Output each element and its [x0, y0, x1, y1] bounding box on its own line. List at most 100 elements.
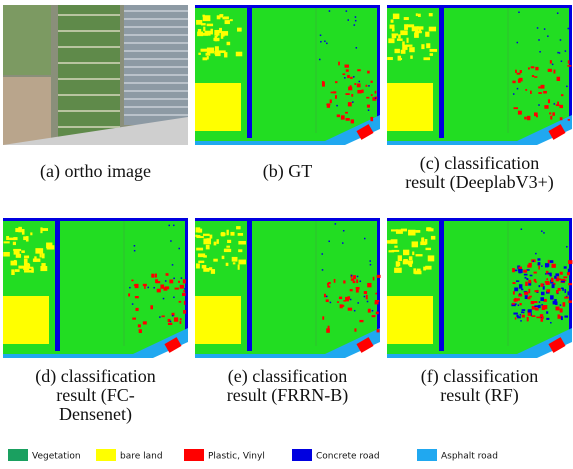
caption: (a) ortho image — [40, 161, 151, 182]
field — [58, 5, 120, 140]
plastic — [143, 321, 147, 324]
plastic — [538, 266, 540, 270]
speck — [541, 230, 543, 232]
bare-speck — [397, 38, 403, 40]
plastic — [532, 75, 534, 77]
bare-speck — [238, 233, 243, 236]
plastic — [539, 285, 541, 287]
speck — [181, 277, 183, 279]
plastic — [554, 276, 556, 279]
plastic — [561, 94, 563, 96]
plastic — [560, 272, 563, 275]
bare-speck — [425, 239, 428, 245]
bare-speck — [429, 13, 433, 16]
speck — [170, 240, 172, 242]
plastic — [528, 263, 531, 267]
bare-speck — [222, 17, 226, 19]
plastic — [551, 278, 553, 282]
plastic — [523, 270, 527, 273]
plastic — [535, 67, 538, 70]
bare-speck — [425, 248, 431, 250]
bare-speck — [35, 248, 43, 254]
speck — [518, 305, 520, 307]
plastic — [555, 307, 559, 311]
plastic — [561, 287, 563, 289]
plastic — [162, 315, 165, 317]
speck — [320, 35, 322, 37]
plastic — [568, 260, 572, 264]
legend-swatch — [96, 449, 116, 461]
bare-speck — [425, 266, 431, 270]
plastic — [561, 281, 565, 283]
speck — [521, 312, 523, 314]
bare-speck — [40, 266, 47, 271]
bare-speck — [398, 255, 402, 261]
bare — [195, 296, 241, 344]
speck — [355, 20, 357, 22]
caption: result (DeeplabV3+) — [405, 172, 554, 193]
bare-speck — [27, 264, 31, 268]
bare-speck — [406, 38, 408, 43]
speck — [566, 246, 568, 248]
figure: (a) ortho image(b) GT(c) classificationr… — [0, 0, 573, 469]
speck — [356, 47, 358, 49]
plastic — [376, 312, 379, 315]
bare-speck — [222, 256, 225, 259]
speck — [560, 39, 562, 41]
bare-speck — [198, 261, 204, 263]
bare — [195, 83, 241, 131]
plastic — [519, 303, 521, 305]
plastic — [354, 328, 356, 331]
plastic — [568, 300, 572, 303]
bare-speck — [232, 257, 238, 262]
plastic — [337, 301, 339, 303]
plastic — [525, 89, 527, 91]
bare-speck — [392, 35, 397, 38]
speck — [559, 52, 561, 54]
legend-swatch — [184, 449, 204, 461]
plastic — [546, 318, 549, 320]
plastic — [168, 323, 172, 325]
plastic — [512, 303, 515, 305]
plastic — [534, 76, 537, 78]
legend-swatch — [417, 449, 437, 461]
plastic — [183, 310, 186, 314]
speck — [523, 312, 525, 314]
plastic — [180, 285, 184, 289]
plastic — [543, 91, 547, 94]
panel — [387, 5, 572, 145]
bare-speck — [30, 232, 32, 235]
speck — [342, 242, 344, 244]
plastic — [151, 274, 154, 278]
plastic — [155, 279, 158, 283]
bare-speck — [392, 28, 395, 32]
bare-speck — [225, 20, 230, 24]
bare-speck — [233, 262, 236, 264]
plastic — [375, 293, 377, 295]
plastic — [516, 315, 518, 317]
bare-speck — [23, 236, 26, 240]
plastic — [530, 91, 532, 94]
plastic — [135, 296, 139, 298]
plastic — [529, 296, 532, 298]
bare-speck — [391, 19, 394, 22]
speck — [165, 280, 167, 282]
plastic — [327, 103, 330, 107]
plastic — [512, 282, 515, 284]
bare-speck — [238, 241, 246, 245]
bare-speck — [429, 27, 436, 32]
plastic — [346, 118, 350, 121]
plastic — [347, 296, 350, 299]
plastic — [155, 274, 157, 278]
bare-speck — [18, 266, 24, 269]
speck — [355, 16, 357, 18]
panel — [195, 5, 380, 145]
bare-speck — [217, 15, 221, 19]
plastic — [547, 273, 551, 275]
bare-speck — [24, 256, 29, 259]
bare-speck — [207, 24, 213, 27]
bare-speck — [202, 265, 207, 269]
bare-speck — [21, 250, 24, 253]
road — [55, 221, 60, 351]
plastic — [534, 272, 537, 274]
